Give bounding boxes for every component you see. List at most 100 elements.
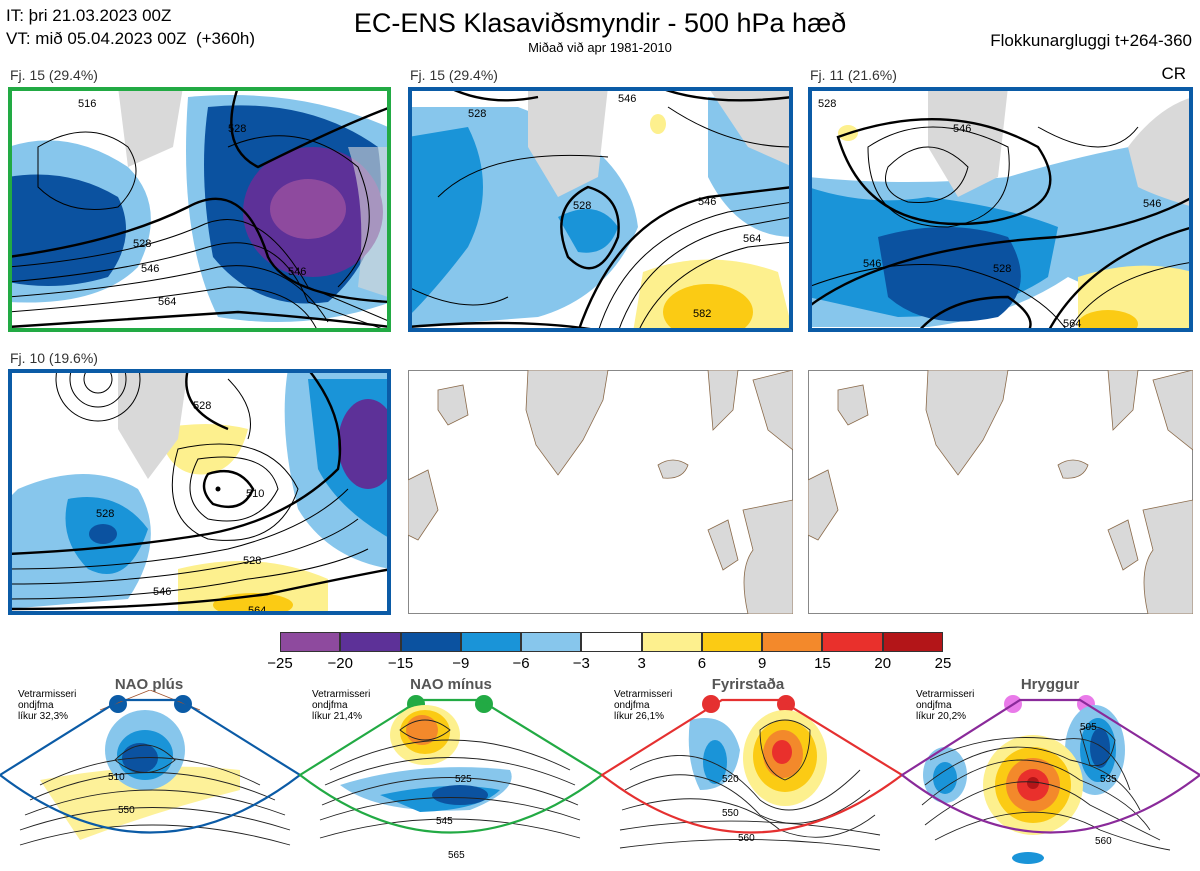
cluster-map-1-svg: 528 546 564 528 546 516 xyxy=(8,87,391,332)
colorbar-cell xyxy=(701,632,763,652)
landmass xyxy=(708,87,793,167)
british-isles xyxy=(707,519,739,571)
panel-border xyxy=(808,87,1193,332)
regime-marker xyxy=(475,695,493,713)
colorbar-tick-label: 3 xyxy=(637,655,646,672)
cluster-map-6-svg xyxy=(808,370,1193,614)
panel-1-label: Fj. 15 (29.4%) xyxy=(10,67,98,83)
contour-label: 546 xyxy=(1143,198,1161,210)
panel-2-label: Fj. 15 (29.4%) xyxy=(410,67,498,83)
panel-3-label: Fj. 11 (21.6%) xyxy=(810,67,897,83)
regime-prob: líkur 26,1% xyxy=(614,711,665,722)
anomaly-area xyxy=(89,524,117,544)
anomaly-area xyxy=(703,740,727,784)
contour-label: 564 xyxy=(1063,318,1081,330)
colorbar-cell xyxy=(460,632,522,652)
anomaly-area xyxy=(772,740,792,764)
contour-label: 528 xyxy=(96,508,114,520)
anomaly-colorbar xyxy=(280,632,943,652)
contour-label: 516 xyxy=(78,98,96,110)
contour-label: 510 xyxy=(246,488,264,500)
cluster-map-5[interactable] xyxy=(408,370,793,614)
landmass xyxy=(707,370,739,431)
landmass xyxy=(118,369,188,479)
contour-label: 546 xyxy=(288,266,306,278)
contour-label: 520 xyxy=(722,774,739,785)
greenland xyxy=(525,370,609,476)
iceland xyxy=(1057,459,1089,479)
regime-prob: líkur 32,3% xyxy=(18,711,69,722)
landmass xyxy=(528,87,608,197)
cluster-map-2-svg: 528 528 546 564 582 546 xyxy=(408,87,793,332)
regime-season: Vetrarmisseri xyxy=(614,689,673,700)
colorbar-tick-label: −9 xyxy=(452,655,470,672)
regime-map-blocking[interactable]: 520 550 560 xyxy=(600,695,904,851)
regime-prob: líkur 21,4% xyxy=(312,711,363,722)
anomaly-area xyxy=(270,179,346,239)
landmass xyxy=(1128,97,1193,207)
cluster-map-4[interactable]: 528 510 528 528 546 564 xyxy=(8,369,391,615)
contour-label: 564 xyxy=(158,296,176,308)
anomaly-area xyxy=(40,766,240,840)
contour-label: 564 xyxy=(248,605,266,615)
contour-label: 528 xyxy=(573,200,591,212)
contour-label: 510 xyxy=(108,772,125,783)
regime-1-info: Vetrarmisseri ondjfma líkur 32,3% xyxy=(18,689,76,722)
regime-desc: ondjfma xyxy=(312,700,348,711)
contour-label: 582 xyxy=(693,308,711,320)
colorbar-cell xyxy=(641,632,702,652)
panel-border xyxy=(8,369,391,615)
issue-time: IT: þri 21.03.2023 00Z xyxy=(6,6,172,25)
contour-label: 535 xyxy=(1100,774,1117,785)
contour-label: 550 xyxy=(722,808,739,819)
regime-map-nao-plus[interactable]: 510 550 xyxy=(0,690,302,846)
regime-4-info: Vetrarmisseri ondjfma líkur 20,2% xyxy=(916,689,974,722)
regime-3-title: Fyrirstaða xyxy=(711,676,785,693)
anomaly-area xyxy=(558,209,618,253)
anomaly-area xyxy=(1012,852,1044,864)
regime-map-ridge[interactable]: 505 535 560 xyxy=(900,695,1200,864)
regime-prob: líkur 20,2% xyxy=(916,711,967,722)
regime-desc: ondjfma xyxy=(614,700,650,711)
anomaly-area xyxy=(933,762,957,794)
colorbar-cell xyxy=(762,632,823,652)
contour-label: 560 xyxy=(738,833,755,844)
regime-map-nao-minus[interactable]: 525 545 565 xyxy=(298,695,604,861)
anomaly-area xyxy=(1090,728,1110,768)
cluster-map-1[interactable]: 528 546 564 528 546 516 xyxy=(8,87,391,332)
regime-marker xyxy=(174,695,192,713)
scandinavia xyxy=(752,370,793,451)
colorbar-cell xyxy=(280,632,341,652)
regime-season: Vetrarmisseri xyxy=(18,689,77,700)
landmass xyxy=(837,384,869,426)
colorbar-tick-label: 20 xyxy=(874,655,892,672)
panel-4-label: Fj. 10 (19.6%) xyxy=(10,350,98,366)
anomaly-area xyxy=(406,715,438,745)
contour-label: 560 xyxy=(1095,836,1112,847)
regime-season: Vetrarmisseri xyxy=(916,689,975,700)
cluster-map-4-svg: 528 510 528 528 546 564 xyxy=(8,369,391,615)
contour-label: 546 xyxy=(863,258,881,270)
anomaly-area xyxy=(1078,310,1138,332)
header-dates: IT: þri 21.03.2023 00Z VT: mið 05.04.202… xyxy=(6,4,255,50)
regime-3-info: Vetrarmisseri ondjfma líkur 26,1% xyxy=(614,689,672,722)
valid-time: VT: mið 05.04.2023 00Z (+360h) xyxy=(6,29,256,48)
landmass xyxy=(437,384,469,426)
contour-label: 525 xyxy=(455,774,472,785)
cluster-map-3[interactable]: 528 546 546 528 546 564 xyxy=(808,87,1193,332)
colorbar-tick-label: 25 xyxy=(934,655,952,672)
colorbar-tick-label: −25 xyxy=(267,655,293,672)
anomaly-area xyxy=(432,785,488,805)
regime-4-title: Hryggur xyxy=(1020,676,1080,693)
colorbar-tick-label: −6 xyxy=(512,655,530,672)
contour-label: 528 xyxy=(993,263,1011,275)
cluster-map-6[interactable] xyxy=(808,370,1193,614)
regime-desc: ondjfma xyxy=(18,700,54,711)
greenland xyxy=(925,370,1009,476)
cluster-map-2[interactable]: 528 528 546 564 582 546 xyxy=(408,87,793,332)
anomaly-area xyxy=(650,114,666,134)
scandinavia xyxy=(1152,370,1193,451)
contour-label: 528 xyxy=(193,400,211,412)
contour-label: 528 xyxy=(133,238,151,250)
low-center xyxy=(215,486,221,492)
